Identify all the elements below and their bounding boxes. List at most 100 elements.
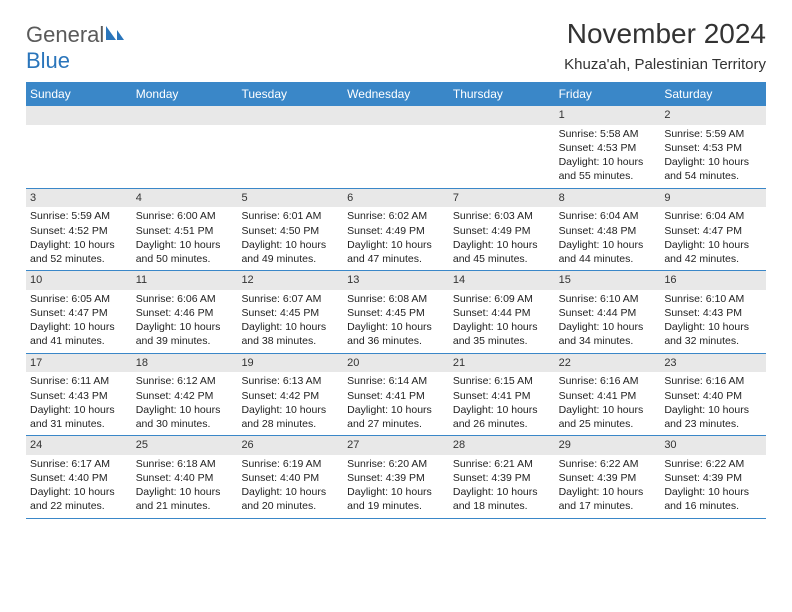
sunrise-text: Sunrise: 6:14 AM xyxy=(347,374,445,388)
sunrise-text: Sunrise: 6:08 AM xyxy=(347,292,445,306)
sunrise-text: Sunrise: 6:16 AM xyxy=(664,374,762,388)
sunrise-text: Sunrise: 6:15 AM xyxy=(453,374,551,388)
daylight-text: Daylight: 10 hours and 23 minutes. xyxy=(664,403,762,431)
sunrise-text: Sunrise: 6:10 AM xyxy=(559,292,657,306)
daylight-text: Daylight: 10 hours and 49 minutes. xyxy=(241,238,339,266)
day-cell: 4Sunrise: 6:00 AMSunset: 4:51 PMDaylight… xyxy=(132,189,238,271)
day-number: 22 xyxy=(555,354,661,373)
daylight-text: Daylight: 10 hours and 25 minutes. xyxy=(559,403,657,431)
calendar: SundayMondayTuesdayWednesdayThursdayFrid… xyxy=(26,82,766,519)
week-row: 1Sunrise: 5:58 AMSunset: 4:53 PMDaylight… xyxy=(26,106,766,189)
day-number: 5 xyxy=(237,189,343,208)
day-number-bar-empty xyxy=(26,106,132,125)
daylight-text: Daylight: 10 hours and 22 minutes. xyxy=(30,485,128,513)
sunset-text: Sunset: 4:41 PM xyxy=(347,389,445,403)
day-cell: 24Sunrise: 6:17 AMSunset: 4:40 PMDayligh… xyxy=(26,436,132,518)
empty-day-cell xyxy=(237,106,343,188)
sunset-text: Sunset: 4:47 PM xyxy=(30,306,128,320)
day-number: 17 xyxy=(26,354,132,373)
day-cell: 14Sunrise: 6:09 AMSunset: 4:44 PMDayligh… xyxy=(449,271,555,353)
sunset-text: Sunset: 4:50 PM xyxy=(241,224,339,238)
sunset-text: Sunset: 4:42 PM xyxy=(136,389,234,403)
sunset-text: Sunset: 4:48 PM xyxy=(559,224,657,238)
sunset-text: Sunset: 4:52 PM xyxy=(30,224,128,238)
day-cell: 17Sunrise: 6:11 AMSunset: 4:43 PMDayligh… xyxy=(26,354,132,436)
daylight-text: Daylight: 10 hours and 54 minutes. xyxy=(664,155,762,183)
daylight-text: Daylight: 10 hours and 21 minutes. xyxy=(136,485,234,513)
sunset-text: Sunset: 4:49 PM xyxy=(453,224,551,238)
day-number: 10 xyxy=(26,271,132,290)
day-cell: 27Sunrise: 6:20 AMSunset: 4:39 PMDayligh… xyxy=(343,436,449,518)
day-number: 14 xyxy=(449,271,555,290)
day-number: 26 xyxy=(237,436,343,455)
sunrise-text: Sunrise: 6:16 AM xyxy=(559,374,657,388)
sunset-text: Sunset: 4:40 PM xyxy=(241,471,339,485)
sunset-text: Sunset: 4:47 PM xyxy=(664,224,762,238)
daylight-text: Daylight: 10 hours and 27 minutes. xyxy=(347,403,445,431)
sunrise-text: Sunrise: 6:04 AM xyxy=(664,209,762,223)
day-number: 25 xyxy=(132,436,238,455)
sunset-text: Sunset: 4:49 PM xyxy=(347,224,445,238)
weekday-header: Sunday xyxy=(26,82,132,106)
day-cell: 2Sunrise: 5:59 AMSunset: 4:53 PMDaylight… xyxy=(660,106,766,188)
daylight-text: Daylight: 10 hours and 45 minutes. xyxy=(453,238,551,266)
sunset-text: Sunset: 4:42 PM xyxy=(241,389,339,403)
week-row: 24Sunrise: 6:17 AMSunset: 4:40 PMDayligh… xyxy=(26,436,766,519)
week-row: 10Sunrise: 6:05 AMSunset: 4:47 PMDayligh… xyxy=(26,271,766,354)
daylight-text: Daylight: 10 hours and 28 minutes. xyxy=(241,403,339,431)
day-cell: 29Sunrise: 6:22 AMSunset: 4:39 PMDayligh… xyxy=(555,436,661,518)
logo-sail-icon xyxy=(104,24,126,47)
day-number: 1 xyxy=(555,106,661,125)
day-number-bar-empty xyxy=(343,106,449,125)
day-number: 23 xyxy=(660,354,766,373)
weekday-header: Tuesday xyxy=(237,82,343,106)
day-cell: 25 Sunrise: 6:18 AMSunset: 4:40 PMDayligh… xyxy=(132,436,238,518)
day-number: 2 xyxy=(660,106,766,125)
calendar-page: General Blue November 2024 Khuza'ah, Pal… xyxy=(0,0,792,529)
day-number: 7 xyxy=(449,189,555,208)
day-cell: 23Sunrise: 6:16 AMSunset: 4:40 PMDayligh… xyxy=(660,354,766,436)
empty-day-cell xyxy=(26,106,132,188)
daylight-text: Daylight: 10 hours and 52 minutes. xyxy=(30,238,128,266)
week-row: 3Sunrise: 5:59 AMSunset: 4:52 PMDaylight… xyxy=(26,189,766,272)
logo-text: General Blue xyxy=(26,22,126,74)
sunrise-text: Sunrise: 6:05 AM xyxy=(30,292,128,306)
daylight-text: Daylight: 10 hours and 20 minutes. xyxy=(241,485,339,513)
sunrise-text: Sunrise: 5:59 AM xyxy=(30,209,128,223)
day-cell: 16Sunrise: 6:10 AMSunset: 4:43 PMDayligh… xyxy=(660,271,766,353)
sunset-text: Sunset: 4:53 PM xyxy=(559,141,657,155)
sunset-text: Sunset: 4:40 PM xyxy=(136,471,234,485)
sunrise-text: Sunrise: 6:03 AM xyxy=(453,209,551,223)
sunset-text: Sunset: 4:43 PM xyxy=(664,306,762,320)
sunset-text: Sunset: 4:45 PM xyxy=(241,306,339,320)
day-cell: 5Sunrise: 6:01 AMSunset: 4:50 PMDaylight… xyxy=(237,189,343,271)
daylight-text: Daylight: 10 hours and 55 minutes. xyxy=(559,155,657,183)
daylight-text: Daylight: 10 hours and 19 minutes. xyxy=(347,485,445,513)
sunrise-text: Sunrise: 6:18 AM xyxy=(136,457,234,471)
day-cell: 15Sunrise: 6:10 AMSunset: 4:44 PMDayligh… xyxy=(555,271,661,353)
sunset-text: Sunset: 4:53 PM xyxy=(664,141,762,155)
day-number-bar-empty xyxy=(132,106,238,125)
sunset-text: Sunset: 4:39 PM xyxy=(559,471,657,485)
day-number: 28 xyxy=(449,436,555,455)
day-cell: 1Sunrise: 5:58 AMSunset: 4:53 PMDaylight… xyxy=(555,106,661,188)
sunrise-text: Sunrise: 6:02 AM xyxy=(347,209,445,223)
sunrise-text: Sunrise: 6:17 AM xyxy=(30,457,128,471)
day-number: 20 xyxy=(343,354,449,373)
day-cell: 30Sunrise: 6:22 AMSunset: 4:39 PMDayligh… xyxy=(660,436,766,518)
daylight-text: Daylight: 10 hours and 42 minutes. xyxy=(664,238,762,266)
sunset-text: Sunset: 4:40 PM xyxy=(664,389,762,403)
day-cell: 7Sunrise: 6:03 AMSunset: 4:49 PMDaylight… xyxy=(449,189,555,271)
day-number: 8 xyxy=(555,189,661,208)
title-block: November 2024 Khuza'ah, Palestinian Terr… xyxy=(564,18,766,73)
day-number: 29 xyxy=(555,436,661,455)
sunrise-text: Sunrise: 6:07 AM xyxy=(241,292,339,306)
day-number: 15 xyxy=(555,271,661,290)
sunset-text: Sunset: 4:46 PM xyxy=(136,306,234,320)
sunrise-text: Sunrise: 6:09 AM xyxy=(453,292,551,306)
day-cell: 20Sunrise: 6:14 AMSunset: 4:41 PMDayligh… xyxy=(343,354,449,436)
day-cell: 13Sunrise: 6:08 AMSunset: 4:45 PMDayligh… xyxy=(343,271,449,353)
logo-word-blue: Blue xyxy=(26,48,70,73)
day-cell: 28Sunrise: 6:21 AMSunset: 4:39 PMDayligh… xyxy=(449,436,555,518)
day-number: 3 xyxy=(26,189,132,208)
